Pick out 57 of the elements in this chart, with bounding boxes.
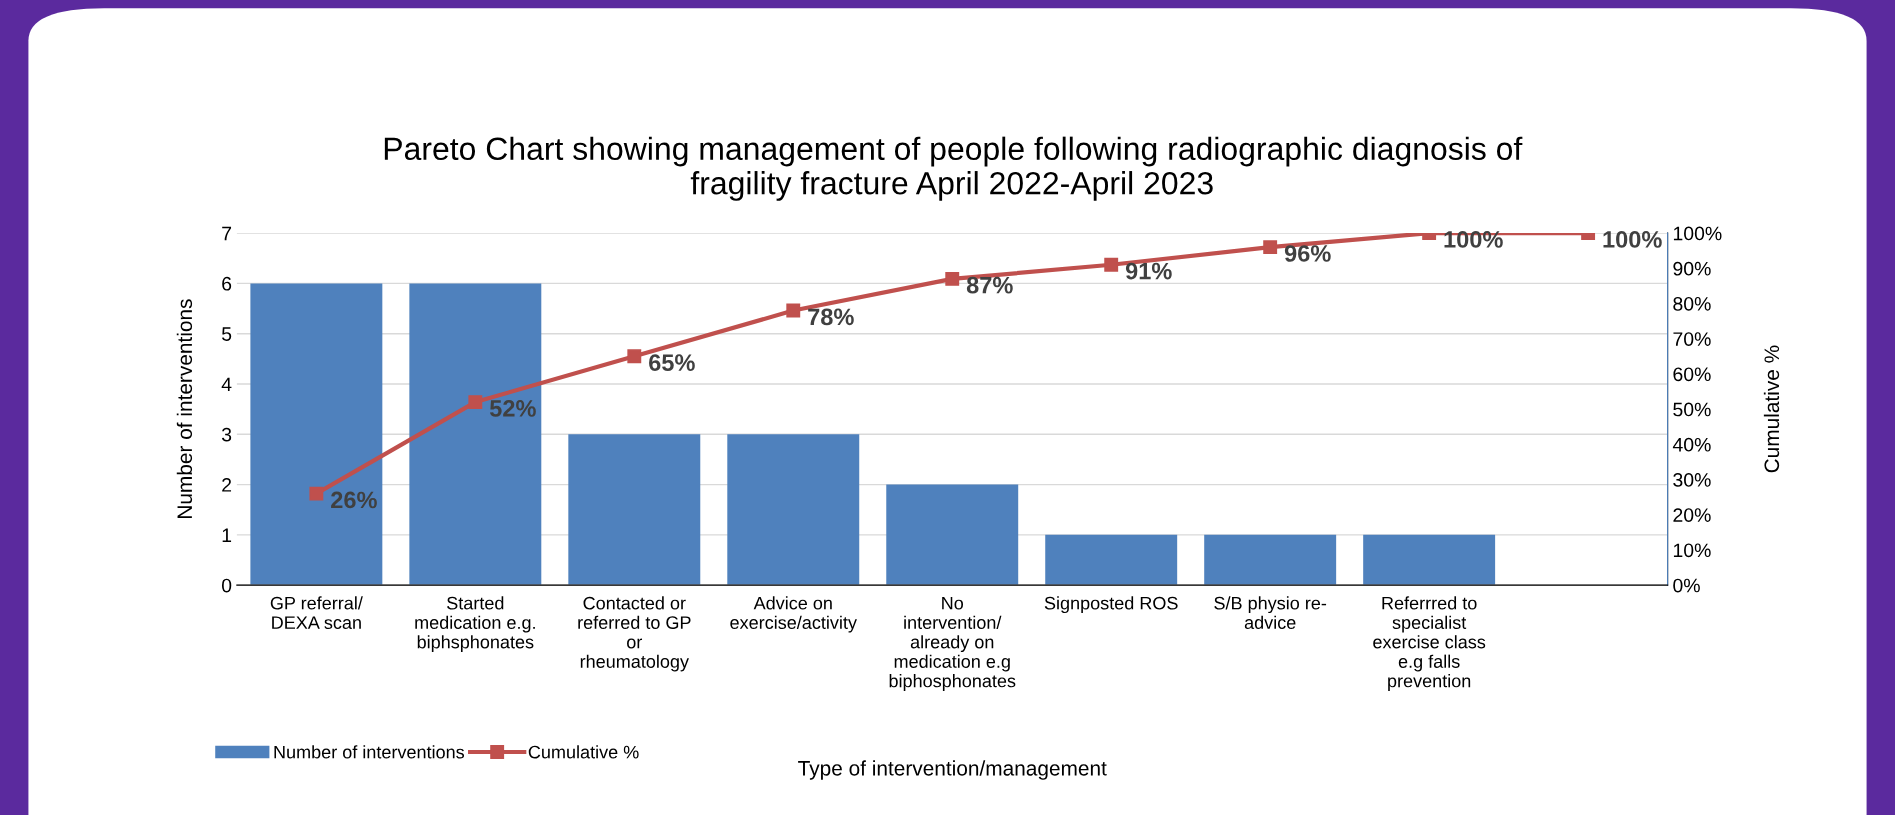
y2-tick-label: 0%: [1673, 578, 1700, 593]
x-tick-label: Advice on exercise/activity: [730, 596, 857, 633]
x-axis-title: Type of intervention/management: [798, 760, 1107, 780]
x-tick-label: Signposted ROS: [1044, 596, 1178, 614]
y2-tick-label: 30%: [1673, 473, 1711, 487]
x-tick-label: S/B physio re- advice: [1214, 596, 1327, 629]
y-tick-label: 1: [222, 528, 232, 542]
x-tick-label: No intervention/ already on medication e.g biphosphonates: [889, 596, 1016, 691]
y-tick-label: 4: [221, 377, 232, 392]
y-tick-label: 5: [221, 327, 232, 341]
bar: [886, 484, 1019, 586]
legend-label: Number of interventions: [274, 745, 465, 759]
data-label: 100%: [1603, 231, 1662, 248]
chart-title: Pareto Chart showing management of people following radiographic diagnosis of fragility fracture April 2022-April 2023: [384, 136, 1523, 201]
bar: [1204, 534, 1337, 586]
x-tick-label: Referrred to specialist exercise class e.g falls prevention: [1373, 596, 1486, 691]
point: [468, 395, 483, 410]
bar: [409, 283, 542, 586]
point: [1263, 240, 1278, 255]
bar: [1363, 534, 1496, 586]
y2-tick-label: 100%: [1673, 226, 1722, 241]
x-tick-label: GP referral/ DEXA scan: [270, 596, 363, 629]
bar: [727, 434, 860, 586]
y-axis-title: Number of interventions: [176, 299, 193, 518]
data-label: 65%: [649, 354, 695, 371]
bar: [1045, 534, 1178, 586]
y2-tick-label: 20%: [1673, 508, 1711, 522]
bar: [568, 434, 701, 586]
data-label: 100%: [1444, 231, 1503, 248]
data-label: 52%: [489, 400, 536, 417]
data-label: 78%: [808, 308, 854, 326]
y2-tick-label: 70%: [1673, 332, 1711, 346]
y2-tick-label: 80%: [1673, 296, 1711, 311]
bar: [250, 283, 383, 586]
data-label: 91%: [1125, 262, 1172, 280]
legend-label: Cumulative %: [528, 745, 639, 759]
y-tick-label: 7: [222, 226, 232, 241]
x-tick-label: Started medication e.g. biphsphonates: [415, 596, 535, 653]
y-tick-label: 2: [222, 478, 232, 492]
data-label: 26%: [331, 491, 377, 509]
data-label: 87%: [966, 276, 1013, 294]
y-tick-label: 6: [222, 276, 232, 291]
point: [945, 271, 960, 286]
y2-tick-label: 40%: [1672, 437, 1711, 452]
x-tick-label: Contacted or referred to GP or rheumatology: [578, 596, 691, 672]
point: [627, 349, 642, 364]
y2-axis-title: Cumulative %: [1763, 345, 1780, 473]
data-label: 96%: [1284, 245, 1331, 262]
y-tick-label: 0: [221, 578, 232, 593]
y2-tick-label: 50%: [1673, 402, 1711, 417]
y2-tick-label: 60%: [1673, 367, 1711, 382]
y-tick-label: 3: [221, 427, 232, 442]
y2-tick-label: 90%: [1673, 261, 1711, 276]
point: [786, 303, 801, 318]
point: [1104, 257, 1119, 272]
y2-tick-label: 10%: [1673, 543, 1711, 558]
point: [309, 486, 324, 501]
